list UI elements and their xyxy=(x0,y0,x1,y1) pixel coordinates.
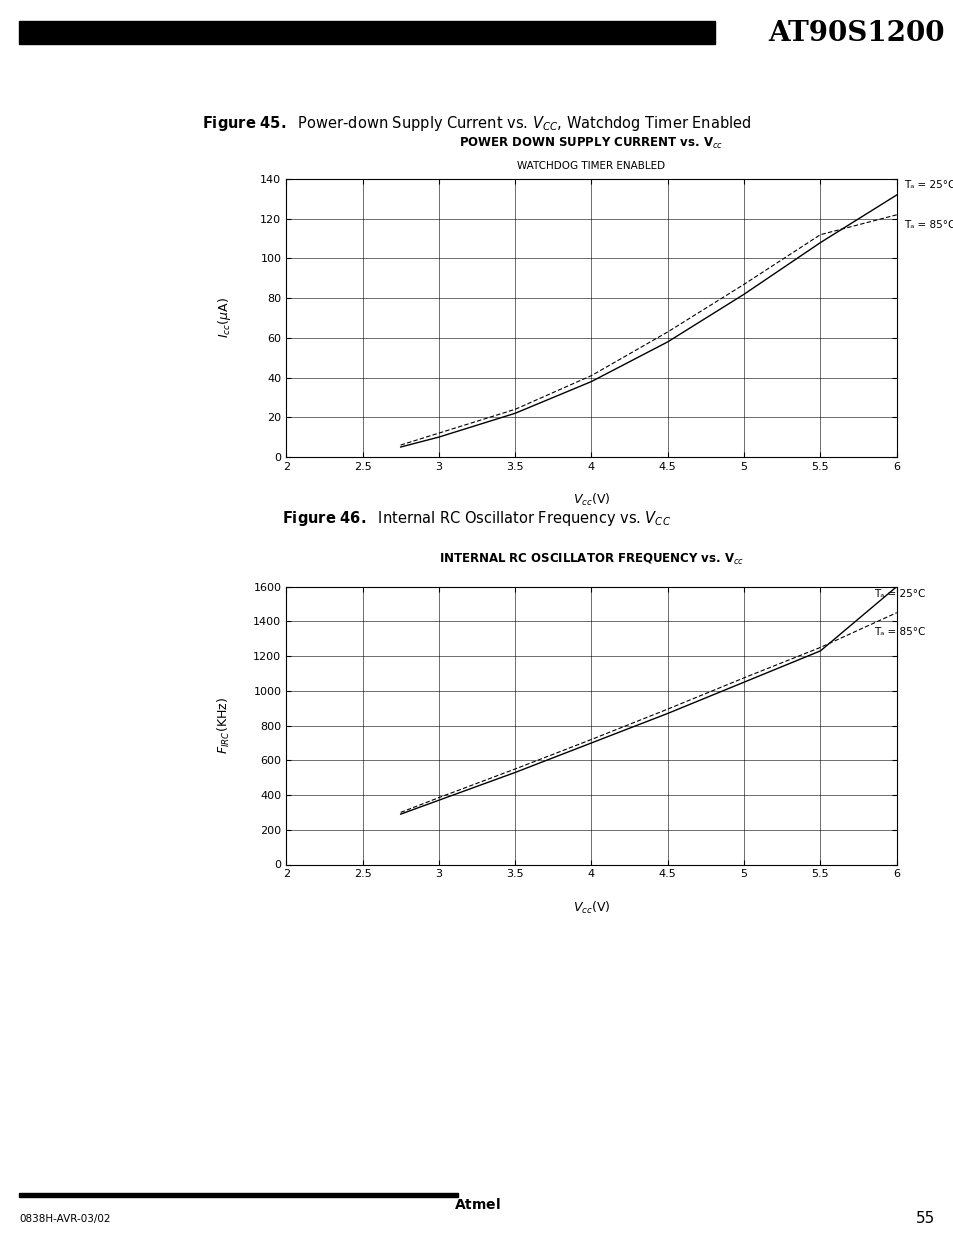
Bar xyxy=(19,21,715,44)
Bar xyxy=(19,1193,457,1197)
Text: 55: 55 xyxy=(915,1212,934,1226)
Text: INTERNAL RC OSCILLATOR FREQUENCY vs. V$_{cc}$: INTERNAL RC OSCILLATOR FREQUENCY vs. V$_… xyxy=(438,552,743,567)
Text: $F_{IRC}$(KHz): $F_{IRC}$(KHz) xyxy=(216,697,232,755)
Text: WATCHDOG TIMER ENABLED: WATCHDOG TIMER ENABLED xyxy=(517,161,665,170)
Text: $\bf{Figure\ 46.}$  Internal RC Oscillator Frequency vs. $V_{CC}$: $\bf{Figure\ 46.}$ Internal RC Oscillato… xyxy=(282,509,671,529)
Text: 0838H-AVR-03/02: 0838H-AVR-03/02 xyxy=(19,1214,111,1224)
Text: Tₐ = 85°C: Tₐ = 85°C xyxy=(873,627,924,637)
Text: Tₐ = 25°C: Tₐ = 25°C xyxy=(903,180,953,190)
Text: Tₐ = 25°C: Tₐ = 25°C xyxy=(873,589,924,599)
Text: $I_{cc}$($\mu$A): $I_{cc}$($\mu$A) xyxy=(215,298,233,338)
Text: $\bf{Figure\ 45.}$  Power-down Supply Current vs. $V_{CC}$, Watchdog Timer Enabl: $\bf{Figure\ 45.}$ Power-down Supply Cur… xyxy=(202,114,751,133)
Text: $V_{cc}$(V): $V_{cc}$(V) xyxy=(572,492,610,509)
Text: $\mathbf{Atmel}$: $\mathbf{Atmel}$ xyxy=(454,1197,499,1212)
Text: $V_{cc}$(V): $V_{cc}$(V) xyxy=(572,899,610,916)
Text: AT90S1200: AT90S1200 xyxy=(767,20,943,47)
Text: POWER DOWN SUPPLY CURRENT vs. V$_{cc}$: POWER DOWN SUPPLY CURRENT vs. V$_{cc}$ xyxy=(458,136,723,151)
Text: Tₐ = 85°C: Tₐ = 85°C xyxy=(903,220,953,230)
